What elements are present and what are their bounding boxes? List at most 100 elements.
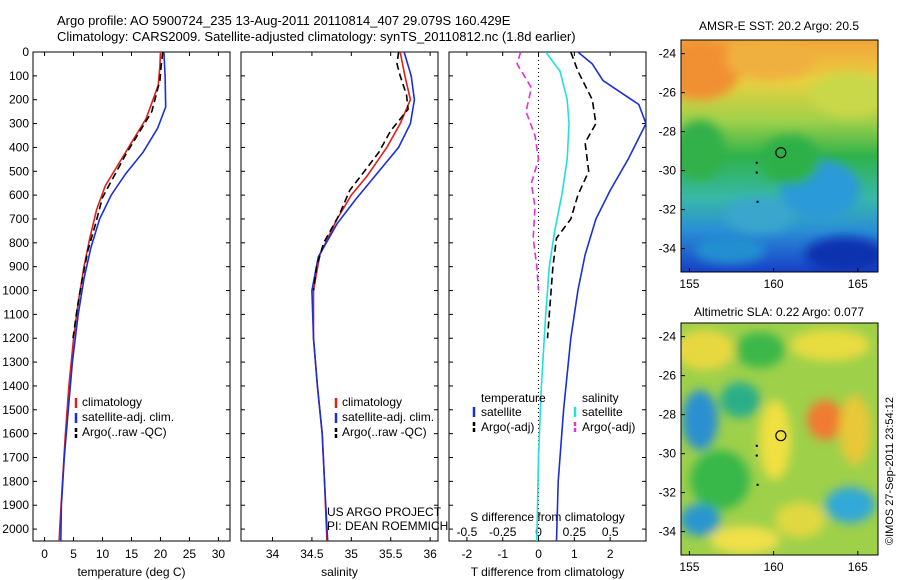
difference-series-temperature-argo-adj- [546, 52, 597, 339]
salinity-series-satellite-adj-clim- [311, 52, 416, 541]
salinity-difference-tick-label: 0.5 [602, 525, 619, 539]
difference-panel-frame [448, 51, 647, 542]
sla-map-frame [680, 322, 879, 556]
temperature-xtick-label: 5 [70, 547, 77, 561]
salinity-xlabel: salinity [321, 565, 358, 579]
sla-map-ytick-label: -28 [659, 408, 677, 422]
depth-tick-label: 600 [9, 188, 29, 202]
salinity-difference-tick-label: 0 [535, 525, 542, 539]
depth-tick-label: 2000 [2, 522, 29, 536]
temperature-xtick-label: 0 [41, 547, 48, 561]
legend-entry: satellite [582, 405, 623, 419]
sst-map-ytick-label: -28 [659, 125, 677, 139]
depth-tick-label: 100 [9, 69, 29, 83]
sla-map-ytick-label: -24 [659, 330, 677, 344]
salinity-xtick-label: 36 [423, 547, 437, 561]
temperature-xtick-label: 15 [125, 547, 139, 561]
depth-tick-label: 0 [22, 45, 29, 59]
salinity-xtick-label: 35 [345, 547, 359, 561]
depth-tick-label: 1100 [3, 307, 29, 321]
sla-track-point [756, 483, 759, 487]
project-credit: US ARGO PROJECT [327, 505, 442, 519]
salinity-difference-tick-label: -0.5 [457, 525, 478, 539]
sst-map-title: AMSR-E SST: 20.2 Argo: 20.5 [699, 19, 859, 33]
legend-entry: satellite-adj. clim. [342, 410, 434, 424]
sst-track-point [756, 200, 759, 204]
depth-tick-label: 1300 [2, 355, 29, 369]
depth-tick-label: 500 [9, 164, 29, 178]
salinity-xtick-label: 35.5 [379, 547, 403, 561]
depth-tick-label: 1200 [2, 331, 29, 345]
depth-tick-label: 1500 [2, 403, 29, 417]
sst-track-point [755, 161, 758, 165]
legend-entry: Argo(-adj) [481, 420, 534, 434]
temperature-xtick-label: 10 [96, 547, 110, 561]
legend-header-salinity: salinity [582, 391, 619, 405]
depth-tick-label: 1900 [2, 498, 29, 512]
sla-map-ytick-label: -30 [659, 447, 677, 461]
temperature-xlabel: temperature (deg C) [77, 565, 185, 579]
legend-header-temperature: temperature [481, 391, 546, 405]
difference-series-salinity-argo-adj- [516, 52, 540, 291]
temperature-series-climatology [58, 52, 162, 541]
depth-tick-label: 1000 [2, 284, 29, 298]
sla-map-xtick-label: 160 [764, 560, 784, 574]
legend-entry: satellite [481, 405, 522, 419]
depth-tick-label: 1600 [2, 427, 29, 441]
salinity-difference-axis-label: S difference from climatology [470, 510, 625, 524]
sst-map-xtick-label: 160 [764, 277, 784, 291]
sla-map-ytick-label: -34 [659, 525, 677, 539]
depth-tick-label: 400 [9, 140, 29, 154]
sst-map-ytick-label: -24 [659, 47, 677, 61]
temperature-xtick-label: 25 [183, 547, 197, 561]
salinity-series-argo-raw-qc- [312, 52, 409, 291]
legend-entry: Argo(-adj) [582, 420, 635, 434]
sst-argo-position-marker [775, 147, 787, 159]
sla-map-ytick-label: -26 [659, 369, 677, 383]
sla-track-point [755, 454, 758, 457]
difference-xtick-label: 1 [571, 547, 578, 561]
sla-map-xtick-label: 155 [679, 560, 699, 574]
figure-title-line-1: Argo profile: AO 5900724_235 13-Aug-2011… [57, 13, 511, 28]
sst-map-image [681, 40, 878, 272]
depth-tick-label: 800 [9, 236, 29, 250]
difference-xtick-label: -2 [462, 547, 473, 561]
sla-argo-position-marker [775, 430, 787, 442]
temperature-xtick-label: 20 [154, 547, 168, 561]
depth-tick-label: 700 [9, 212, 29, 226]
depth-tick-label: 300 [9, 117, 29, 131]
sst-track-point [755, 171, 758, 174]
sst-map-xtick-label: 165 [848, 277, 868, 291]
difference-xlabel: T difference from climatology [471, 565, 625, 579]
sst-map-ytick-label: -34 [659, 242, 677, 256]
sst-map-ytick-label: -26 [659, 86, 677, 100]
legend-entry: Argo(..raw -QC) [342, 425, 427, 439]
legend-entry: satellite-adj. clim. [82, 410, 174, 424]
sla-map-xtick-label: 165 [848, 560, 868, 574]
sst-map-ytick-label: -30 [659, 164, 677, 178]
sla-track-point [755, 444, 758, 448]
legend-entry: climatology [342, 395, 402, 409]
salinity-difference-tick-label: -0.25 [489, 525, 517, 539]
salinity-xtick-label: 34 [266, 547, 280, 561]
difference-series-temperature-satellite [555, 52, 646, 541]
depth-tick-label: 200 [9, 93, 29, 107]
difference-xtick-label: 0 [535, 547, 542, 561]
difference-xtick-label: 2 [607, 547, 614, 561]
salinity-xtick-label: 34.5 [300, 547, 324, 561]
sla-map-image [681, 323, 878, 555]
sst-map-frame [680, 39, 879, 273]
legend-entry: climatology [82, 395, 142, 409]
imos-credit: ©IMOS 27-Sep-2011 23:54:12 [884, 397, 896, 545]
sla-map-ytick-label: -32 [659, 486, 677, 500]
salinity-difference-tick-label: 0.25 [563, 525, 587, 539]
temperature-xtick-label: 30 [212, 547, 226, 561]
sst-map-ytick-label: -32 [659, 203, 677, 217]
figure-title-line-2: Climatology: CARS2009. Satellite-adjuste… [57, 29, 576, 44]
depth-tick-label: 900 [9, 260, 29, 274]
salinity-panel-frame [240, 51, 439, 542]
temperature-series-satellite-adj-clim- [60, 52, 167, 541]
depth-tick-label: 1800 [2, 474, 29, 488]
difference-series-salinity-satellite [536, 52, 570, 541]
